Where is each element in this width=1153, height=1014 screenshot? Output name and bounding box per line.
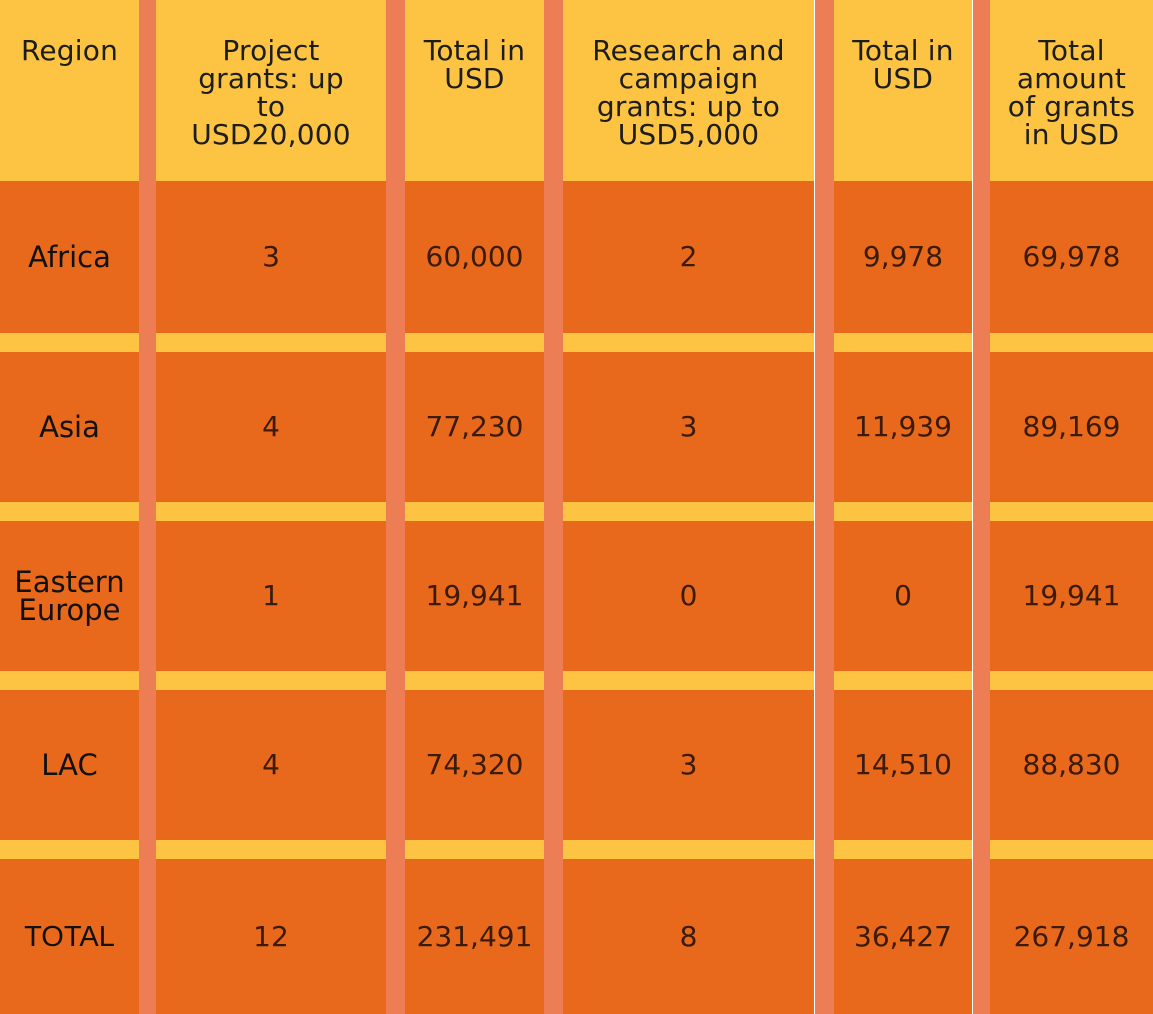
row-separator	[563, 333, 814, 352]
row-separator	[990, 502, 1153, 521]
header-line: USD	[444, 62, 505, 95]
header-total-usd-2: Total in USD	[834, 0, 972, 181]
header-line: Total	[1038, 34, 1105, 67]
row-separator	[990, 671, 1153, 690]
research-grants-total: 14,510	[834, 690, 972, 840]
total-amount: 69,978	[990, 181, 1153, 333]
row-separator	[990, 333, 1153, 352]
row-separator	[563, 840, 814, 859]
region-label: Europe	[18, 593, 121, 627]
project-grants-count: 3	[156, 181, 386, 333]
research-grants-total: 9,978	[834, 181, 972, 333]
header-project-grants: Project grants: up to USD20,000	[156, 0, 386, 181]
region-cell: Asia	[0, 352, 139, 502]
header-line: grants: up	[198, 62, 344, 95]
row-separator	[0, 333, 139, 352]
region-cell: LAC	[0, 690, 139, 840]
row-separator	[156, 840, 386, 859]
region-cell: Africa	[0, 181, 139, 333]
header-line: USD	[872, 62, 934, 95]
region-label: TOTAL	[24, 920, 115, 953]
row-separator	[405, 671, 544, 690]
column-gutter	[973, 0, 990, 1014]
header-research-grants: Research and campaign grants: up to USD5…	[563, 0, 814, 181]
row-separator	[156, 671, 386, 690]
row-separator	[405, 333, 544, 352]
header-line: of grants	[1007, 90, 1136, 123]
row-separator	[405, 502, 544, 521]
header-line: Region	[20, 34, 119, 67]
region-cell: TOTAL	[0, 859, 139, 1014]
row-separator	[156, 333, 386, 352]
project-grants-count: 4	[156, 690, 386, 840]
row-separator	[0, 840, 139, 859]
region-label: Asia	[39, 410, 100, 444]
total-amount: 19,941	[990, 521, 1153, 671]
research-grants-total: 0	[834, 521, 972, 671]
row-separator	[156, 502, 386, 521]
region-label: Eastern	[14, 565, 125, 599]
research-grants-count: 3	[563, 352, 814, 502]
header-total-usd-1: Total in USD	[405, 0, 544, 181]
column-gutter	[815, 0, 834, 1014]
project-grants-total: 60,000	[405, 181, 544, 333]
region-label: Africa	[28, 240, 111, 274]
project-grants-total: 74,320	[405, 690, 544, 840]
header-line: grants: up to	[596, 90, 781, 123]
research-grants-count: 2	[563, 181, 814, 333]
row-separator	[563, 502, 814, 521]
column-gutter	[386, 0, 405, 1014]
project-grants-total: 231,491	[405, 859, 544, 1014]
header-line: amount	[1016, 62, 1127, 95]
header-region: Region	[0, 0, 139, 181]
project-grants-total: 77,230	[405, 352, 544, 502]
research-grants-total: 11,939	[834, 352, 972, 502]
project-grants-total: 19,941	[405, 521, 544, 671]
row-separator	[834, 671, 972, 690]
region-label: LAC	[41, 748, 98, 782]
header-line: Research and	[592, 34, 785, 67]
project-grants-count: 1	[156, 521, 386, 671]
region-cell: Eastern Europe	[0, 521, 139, 671]
row-separator	[834, 502, 972, 521]
row-separator	[834, 333, 972, 352]
header-line: USD20,000	[191, 118, 351, 151]
column-gutter	[139, 0, 156, 1014]
header-line: USD5,000	[617, 118, 760, 151]
column-gutter	[544, 0, 563, 1014]
header-line: campaign	[618, 62, 759, 95]
row-separator	[563, 671, 814, 690]
research-grants-count: 8	[563, 859, 814, 1014]
research-grants-count: 0	[563, 521, 814, 671]
header-line: Project	[222, 34, 320, 67]
project-grants-count: 12	[156, 859, 386, 1014]
header-total-amount: Total amount of grants in USD	[990, 0, 1153, 181]
header-line: in USD	[1023, 118, 1120, 151]
research-grants-total: 36,427	[834, 859, 972, 1014]
header-line: to	[256, 90, 286, 123]
total-amount: 267,918	[990, 859, 1153, 1014]
row-separator	[834, 840, 972, 859]
row-separator	[405, 840, 544, 859]
row-separator	[990, 840, 1153, 859]
research-grants-count: 3	[563, 690, 814, 840]
row-separator	[0, 502, 139, 521]
total-amount: 89,169	[990, 352, 1153, 502]
header-line: Total in	[423, 34, 526, 67]
row-separator	[0, 671, 139, 690]
total-amount: 88,830	[990, 690, 1153, 840]
header-line: Total in	[852, 34, 954, 67]
project-grants-count: 4	[156, 352, 386, 502]
